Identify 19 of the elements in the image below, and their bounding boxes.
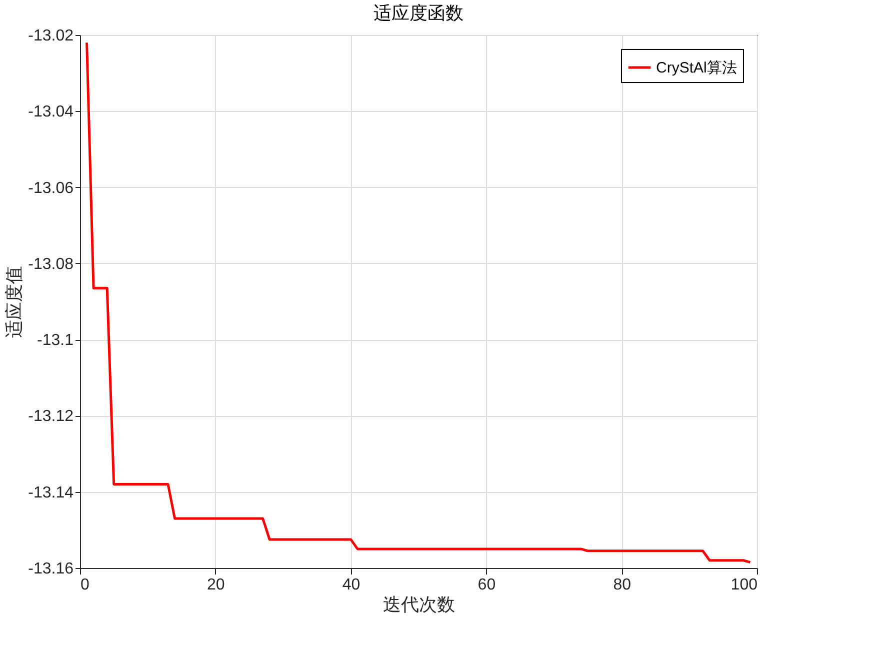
line-series [86,41,752,564]
y-tick-label: -13.06 [28,180,74,197]
x-tick-label: 40 [342,576,360,594]
x-axis-title: 迭代次数 [383,594,455,614]
y-tick-label: -13.16 [28,560,74,578]
y-tick-label: -13.02 [28,28,74,44]
x-tick-label: 60 [478,576,496,594]
x-tick-label: 100 [730,576,758,594]
x-tick-label: 20 [207,576,225,594]
x-tick-label: 0 [80,576,90,594]
y-tick-label: -13.04 [28,104,74,121]
y-tick-label: -13.12 [28,408,74,426]
x-tick-label: 80 [613,576,632,594]
chart-title: 适应度函数 [374,3,464,23]
y-tick-label: -13.08 [28,256,74,273]
y-tick-label: -13.14 [28,484,74,502]
legend-label: CryStAl算法 [656,60,737,76]
y-tick-label: -13.1 [37,332,74,350]
y-axis-title: 适应度值 [4,266,24,338]
